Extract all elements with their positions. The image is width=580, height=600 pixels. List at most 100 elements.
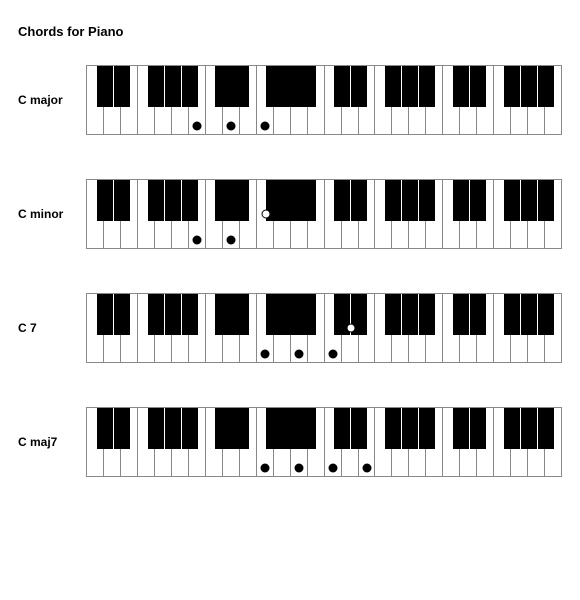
black-key [419, 66, 435, 107]
black-key [470, 66, 486, 107]
black-key [165, 408, 181, 449]
black-key [114, 180, 130, 221]
black-key [402, 180, 418, 221]
black-key [232, 408, 248, 449]
chord-dot [262, 210, 271, 219]
black-key [165, 294, 181, 335]
black-key [470, 294, 486, 335]
black-key [114, 66, 130, 107]
chord-label: C 7 [18, 321, 86, 335]
chord-label: C major [18, 93, 86, 107]
black-key [148, 66, 164, 107]
black-key [402, 408, 418, 449]
black-key [232, 294, 248, 335]
black-key [215, 66, 231, 107]
black-key [97, 408, 113, 449]
black-key [283, 66, 299, 107]
black-key [419, 294, 435, 335]
black-key [334, 66, 350, 107]
black-key [148, 408, 164, 449]
black-key [283, 294, 299, 335]
black-key [148, 294, 164, 335]
black-key [538, 180, 554, 221]
chord-dot [227, 235, 236, 244]
black-key [538, 408, 554, 449]
black-key [521, 408, 537, 449]
black-key [402, 294, 418, 335]
black-key [453, 66, 469, 107]
black-key [504, 66, 520, 107]
chord-dot [193, 235, 202, 244]
black-key [215, 408, 231, 449]
black-key [300, 294, 316, 335]
chord-dot [295, 349, 304, 358]
black-key [521, 66, 537, 107]
black-key [470, 408, 486, 449]
black-key [351, 180, 367, 221]
keyboard [86, 293, 562, 363]
black-key [470, 180, 486, 221]
page-title: Chords for Piano [18, 24, 562, 39]
black-key [521, 180, 537, 221]
black-key [300, 66, 316, 107]
keyboard [86, 179, 562, 249]
black-key [232, 66, 248, 107]
black-key [538, 294, 554, 335]
black-key [419, 180, 435, 221]
black-key [97, 66, 113, 107]
black-key [300, 180, 316, 221]
chord-chart-container: C major C minor C 7 C maj7 [18, 65, 562, 477]
chord-row: C maj7 [18, 407, 562, 477]
chord-row: C minor [18, 179, 562, 249]
black-key [97, 180, 113, 221]
keyboard [86, 407, 562, 477]
black-key [521, 294, 537, 335]
black-key [453, 180, 469, 221]
chord-row: C 7 [18, 293, 562, 363]
chord-dot [261, 463, 270, 472]
chord-label: C minor [18, 207, 86, 221]
black-key [385, 294, 401, 335]
black-key [182, 66, 198, 107]
black-key [504, 408, 520, 449]
black-key [385, 408, 401, 449]
black-key [232, 180, 248, 221]
chord-dot [329, 349, 338, 358]
black-key [97, 294, 113, 335]
black-key [334, 180, 350, 221]
chord-dot [261, 121, 270, 130]
black-key [334, 408, 350, 449]
black-key [165, 180, 181, 221]
black-key [266, 294, 282, 335]
keyboard [86, 65, 562, 135]
black-key [538, 66, 554, 107]
chord-dot [329, 463, 338, 472]
black-key [351, 66, 367, 107]
black-key [114, 294, 130, 335]
black-key [419, 408, 435, 449]
black-key [385, 180, 401, 221]
black-key [148, 180, 164, 221]
black-key [402, 66, 418, 107]
chord-dot [362, 463, 371, 472]
black-key [385, 66, 401, 107]
black-key [283, 408, 299, 449]
black-key [266, 408, 282, 449]
chord-dot [347, 324, 356, 333]
black-key [351, 408, 367, 449]
black-key [453, 294, 469, 335]
black-key [182, 408, 198, 449]
black-key [215, 180, 231, 221]
black-key [182, 294, 198, 335]
chord-dot [193, 121, 202, 130]
chord-dot [227, 121, 236, 130]
black-key [300, 408, 316, 449]
black-key [504, 294, 520, 335]
chord-label: C maj7 [18, 435, 86, 449]
black-key [283, 180, 299, 221]
black-key [114, 408, 130, 449]
black-key [504, 180, 520, 221]
black-key [453, 408, 469, 449]
chord-dot [261, 349, 270, 358]
black-key [165, 66, 181, 107]
